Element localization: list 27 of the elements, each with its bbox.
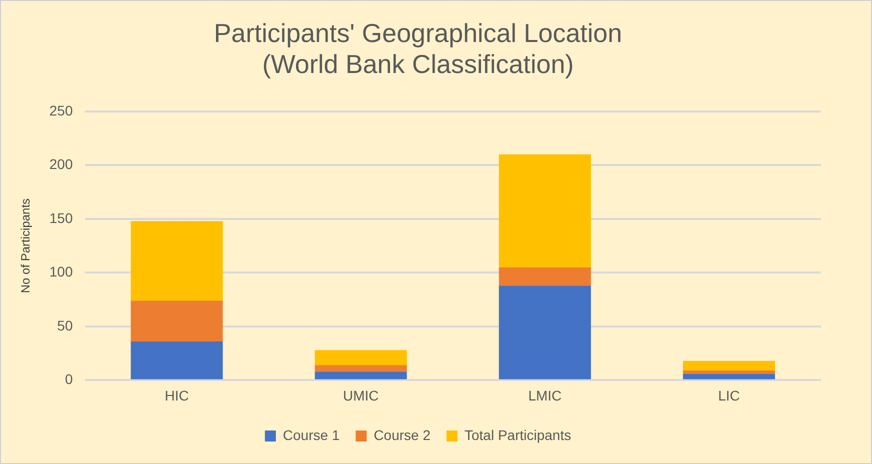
bar: [682, 374, 775, 380]
bar: [130, 341, 223, 380]
x-tick-label: LIC: [718, 387, 740, 404]
y-tick-label: 150: [49, 210, 73, 226]
bar: [130, 221, 223, 301]
bar: [314, 350, 407, 366]
legend-label: Course 1: [282, 426, 340, 443]
bar: [682, 370, 775, 374]
bar: [130, 300, 223, 342]
bar: [498, 286, 591, 380]
y-tick-label: 0: [64, 371, 73, 388]
x-tick-label: UMIC: [342, 387, 379, 404]
bar: [498, 267, 591, 286]
chart-title: Participants' Geographical Location (World Bank Classification): [214, 18, 622, 79]
x-tick-label: LMIC: [528, 387, 562, 404]
bar: [498, 154, 591, 268]
legend-label: Course 2: [374, 426, 431, 443]
y-tick-label: 200: [49, 156, 73, 172]
legend-label: Total Participants: [464, 426, 572, 443]
bar: [314, 365, 407, 372]
y-tick-label: 50: [57, 317, 73, 334]
y-tick-label: 100: [49, 264, 73, 280]
x-tick-label: HIC: [164, 387, 189, 404]
bar: [314, 372, 407, 380]
bar: [682, 360, 775, 371]
y-axis-title: No of Participants: [18, 198, 33, 294]
y-tick-label: 250: [49, 102, 73, 118]
